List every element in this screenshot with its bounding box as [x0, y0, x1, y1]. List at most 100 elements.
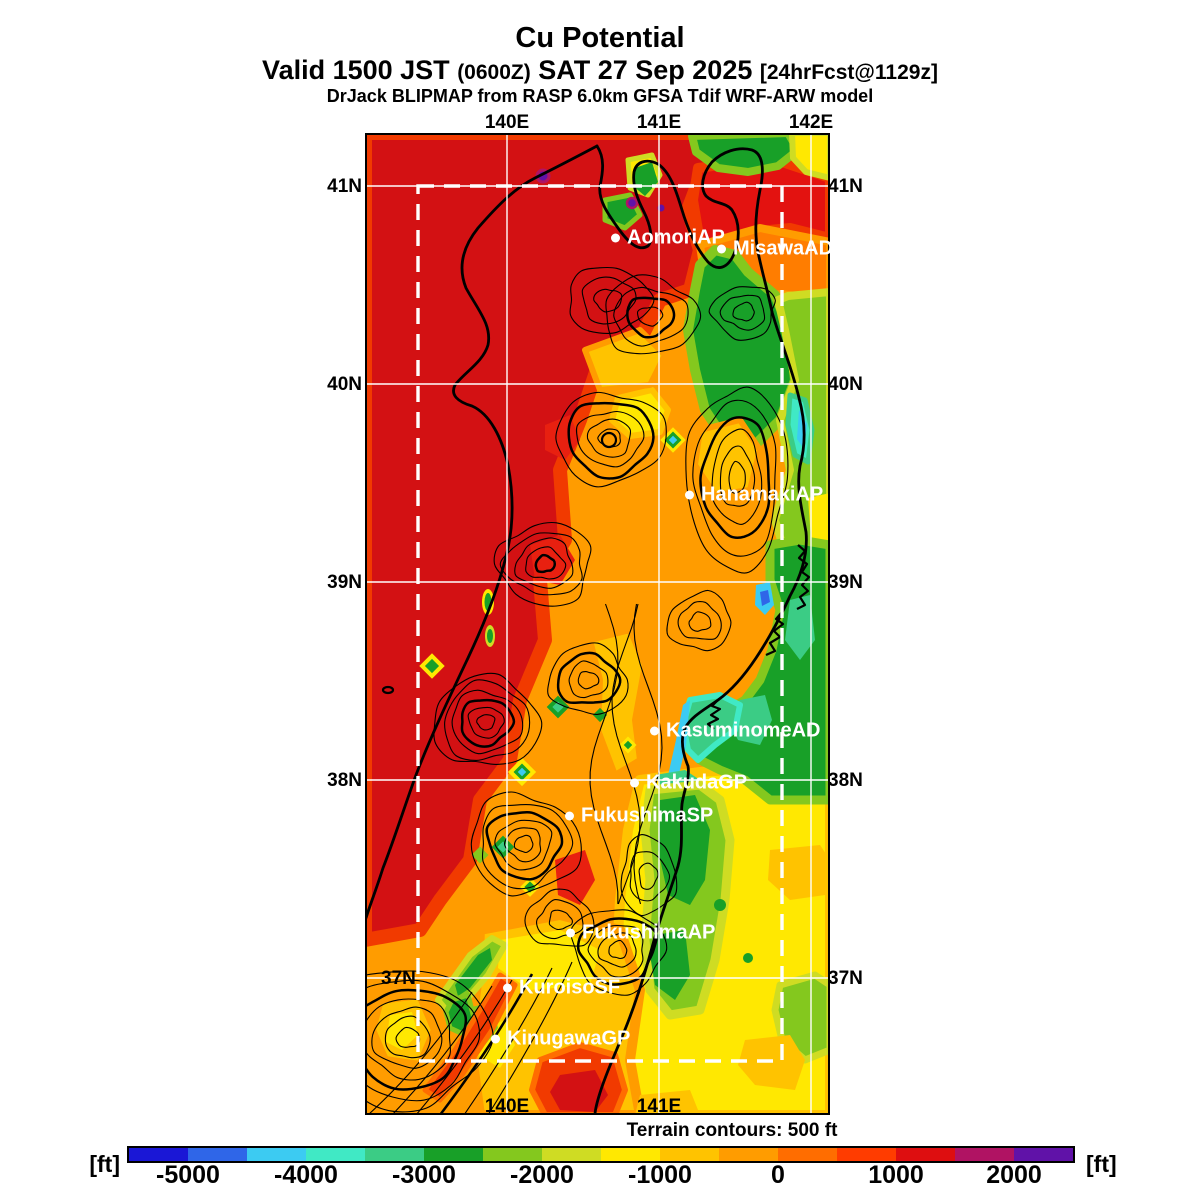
colorbar-segment [365, 1148, 424, 1161]
colorbar-tick--3000: -3000 [392, 1161, 456, 1189]
colorbar-segment [483, 1148, 542, 1161]
terrain-contour-note: Terrain contours: 500 ft [626, 1120, 838, 1141]
terrain-contour-line [470, 791, 582, 897]
colorbar-segment [306, 1148, 365, 1161]
colorbar-segment [188, 1148, 247, 1161]
terrain-contour-line [367, 991, 473, 1116]
location-marker-FukushimaAP: FukushimaAP [566, 922, 715, 945]
terrain-contour-line [577, 671, 600, 690]
colorbar-segment [778, 1148, 837, 1161]
location-label: MisawaAD [733, 237, 834, 260]
location-dot [630, 778, 639, 788]
terrain-contour-line [719, 294, 766, 331]
colorbar-segment [1014, 1148, 1073, 1161]
lat-label-right-39N: 39N [828, 572, 863, 593]
colorbar-segment [601, 1148, 660, 1161]
terrain-contour-line [494, 819, 553, 871]
terrain-contour-line [555, 391, 667, 488]
terrain-contour-line [481, 803, 574, 890]
terrain-contour-line [581, 276, 637, 325]
colorbar-unit-right: [ft] [1086, 1151, 1117, 1177]
terrain-contour-line [569, 266, 655, 334]
terrain-contour-line [485, 810, 564, 881]
terrain-contour-line [467, 706, 505, 739]
colorbar-segment [424, 1148, 483, 1161]
colorbar-segment [955, 1148, 1014, 1161]
terrain-contour-line [525, 546, 567, 580]
terrain-contour-line [620, 834, 678, 917]
terrain-contour-line [666, 589, 732, 652]
terrain-contour-line [611, 603, 641, 905]
terrain-contour-line [395, 1026, 421, 1048]
colorbar-segment [129, 1148, 188, 1161]
valid-zulu: (0600Z) [457, 61, 531, 84]
lat-label-right-40N: 40N [828, 374, 863, 395]
terrain-contour-line [524, 888, 595, 947]
terrain-contour-line [433, 672, 543, 765]
location-marker-HanamakiAP: HanamakiAP [685, 484, 823, 507]
terrain-contour-line [503, 827, 542, 863]
colorbar-unit-left: [ft] [89, 1151, 120, 1177]
terrain-contour-line [732, 301, 755, 322]
terrain-contour-line [688, 611, 712, 632]
location-marker-KasuminomeAD: KasuminomeAD [650, 720, 820, 743]
terrain-contour-line [685, 386, 789, 574]
terrain-contour-line [556, 651, 622, 705]
location-label: FukushimaAP [582, 921, 716, 944]
terrain-contour-line [633, 603, 663, 905]
map-canvas [332, 126, 835, 1120]
lon-label-top-140E: 140E [484, 112, 530, 133]
location-dot [611, 233, 620, 243]
colorbar-tick-1000: 1000 [868, 1161, 924, 1189]
location-dot [503, 983, 512, 993]
terrain-contour-line [493, 522, 592, 607]
terrain-contour-line [575, 410, 645, 468]
terrain-contour-line [451, 689, 524, 755]
valid-time-line: Valid 1500 JST (0600Z) SAT 27 Sep 2025 [… [0, 55, 1200, 86]
location-dot [565, 811, 574, 821]
location-dot [717, 244, 726, 254]
colorbar-tick--2000: -2000 [510, 1161, 574, 1189]
location-marker-KinugawaGP: KinugawaGP [491, 1028, 630, 1051]
terrain-contour-line [593, 288, 623, 313]
terrain-contour-line [499, 532, 583, 596]
terrain-contour-line [699, 416, 771, 539]
terrain-contour-line [534, 553, 557, 574]
colorbar-segment [660, 1148, 719, 1161]
terrain-contour-line [677, 601, 722, 640]
terrain-contour-line [514, 537, 574, 589]
location-label: KakudaGP [646, 771, 748, 794]
lon-label-top-142E: 142E [788, 112, 834, 133]
location-dot [685, 490, 694, 500]
lat-label-right-37N: 37N [828, 968, 863, 989]
location-marker-AomoriAP: AomoriAP [611, 227, 725, 250]
terrain-contour-line [692, 399, 777, 557]
terrain-contour-line [638, 862, 659, 890]
location-dot [491, 1034, 500, 1044]
terrain-contour-line [613, 286, 689, 347]
terrain-contour-line [568, 660, 609, 699]
terrain-contour-line [576, 917, 658, 986]
location-label: KuroisoSF [519, 976, 621, 999]
terrain-contour-line [589, 603, 619, 905]
location-label: FukushimaSP [581, 804, 714, 827]
location-dot [650, 726, 659, 736]
lat-label-right-41N: 41N [828, 176, 863, 197]
forecast-tag: [24hrFcst@1129z] [759, 61, 938, 84]
colorbar-tick--4000: -4000 [274, 1161, 338, 1189]
terrain-contour-line [391, 985, 493, 1116]
location-dot [566, 928, 575, 938]
lon-label-bottom-141E: 141E [636, 1096, 682, 1117]
colorbar-tick--1000: -1000 [628, 1161, 692, 1189]
colorbar-tick-2000: 2000 [986, 1161, 1042, 1189]
terrain-contour-line [513, 834, 534, 854]
colorbar-tick-0: 0 [771, 1161, 785, 1189]
colorbar-segment [896, 1148, 955, 1161]
valid-prefix: Valid 1500 JST [262, 55, 450, 85]
terrain-contour-line [626, 296, 676, 339]
lat-label-right-38N: 38N [828, 770, 863, 791]
location-marker-MisawaAD: MisawaAD [717, 238, 833, 261]
terrain-contour-line [605, 274, 702, 355]
terrain-contour-line [415, 979, 513, 1116]
lat-label-left-37N: 37N [381, 968, 416, 989]
